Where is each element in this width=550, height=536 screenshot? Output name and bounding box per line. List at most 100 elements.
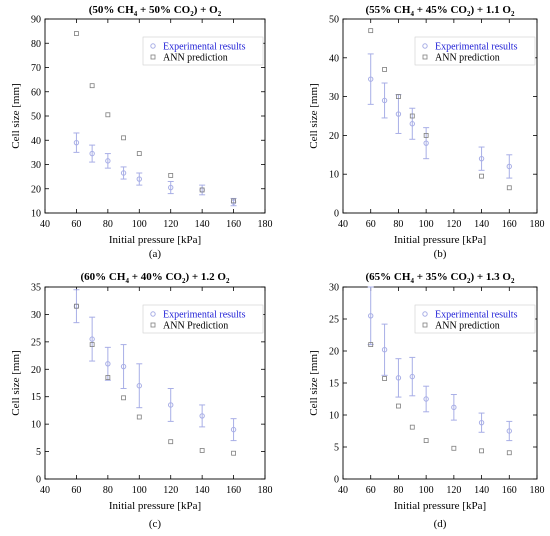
experimental-point <box>423 396 429 402</box>
ann-prediction-point <box>451 445 457 451</box>
ann-prediction-point <box>479 173 484 179</box>
y-tick-label: 10 <box>31 420 41 431</box>
y-axis-label: Cell size [mm] <box>308 350 320 415</box>
x-tick-label: 80 <box>103 219 113 230</box>
ann-prediction-point <box>199 187 205 193</box>
experimental-point <box>409 373 415 380</box>
chart-panel-a: 40 60 80 100 120 140 160 180 10 20 30 40 50 60 70 80 90 I… <box>10 4 273 260</box>
y-tick-label: 10 <box>329 411 339 422</box>
experimental-point <box>451 404 457 411</box>
chart-title-part: 2 <box>226 277 230 285</box>
x-tick-label: 160 <box>502 485 517 496</box>
chart-title-part: 2 <box>182 277 186 285</box>
x-tick-label: 80 <box>393 219 403 230</box>
ann-prediction-point <box>105 375 111 380</box>
chart-title: (60% CH4 + 40% CO2) + 1.2 O2 <box>81 271 230 285</box>
ann-prediction-point <box>506 185 512 191</box>
y-tick-label: 70 <box>31 63 41 74</box>
x-tick-label: 100 <box>132 219 147 230</box>
chart-title-part: + 45% CO <box>414 4 467 16</box>
legend-box <box>414 36 536 66</box>
experimental-point <box>409 121 415 127</box>
ann-prediction-point <box>136 151 142 156</box>
ann-prediction-point <box>479 448 484 454</box>
experimental-point <box>199 413 205 419</box>
experimental-point <box>120 363 127 370</box>
x-tick-label: 140 <box>474 485 489 496</box>
ann-prediction-point <box>136 414 142 420</box>
ann-prediction-point <box>168 173 174 178</box>
experimental-point <box>395 375 402 381</box>
legend-ann-label: ANN prediction <box>435 321 500 332</box>
y-tick-label: 10 <box>31 209 41 220</box>
chart-title-part: ) + 1.1 O <box>470 4 511 16</box>
chart-title-part: ) + 1.3 O <box>470 271 511 283</box>
x-tick-label: 180 <box>258 485 273 496</box>
experimental-point <box>506 163 512 170</box>
chart-panel-d: 40 60 80 100 120 140 160 180 0 5 10 15 20 25 30 Initial… <box>308 271 545 530</box>
y-tick-label: 5 <box>334 443 339 454</box>
y-tick-label: 40 <box>329 53 339 64</box>
legend-experimental-label: Experimental results <box>435 42 518 53</box>
y-tick-label: 20 <box>31 365 41 376</box>
experimental-point <box>73 139 80 146</box>
ann-prediction-point <box>231 198 236 204</box>
x-tick-label: 40 <box>40 485 50 496</box>
experimental-point <box>168 402 174 408</box>
legend-experimental-marker <box>422 43 428 49</box>
chart-title-part: 2 <box>467 277 471 285</box>
experimental-point <box>120 170 127 176</box>
chart-title-part: 4 <box>410 277 414 285</box>
ann-prediction-point <box>74 303 79 309</box>
ann-prediction-point <box>231 450 236 456</box>
experimental-point <box>423 140 429 146</box>
y-tick-label: 15 <box>329 379 339 390</box>
chart-panel-b: 40 60 80 100 120 140 160 180 0 10 20 30 40 50 Initial … <box>308 4 545 260</box>
y-axis-label: Cell size [mm] <box>10 350 22 415</box>
ann-prediction-point <box>409 424 415 430</box>
y-axis-label: Cell size [mm] <box>10 83 22 148</box>
chart-title-part: + 40% CO <box>129 271 182 283</box>
ann-prediction-point <box>89 342 95 348</box>
experimental-point <box>381 347 388 353</box>
legend-box <box>414 304 536 334</box>
legend-ann-label: ANN prediction <box>435 53 500 64</box>
ann-prediction-point <box>423 438 429 444</box>
ann-prediction-point <box>423 132 429 138</box>
x-tick-label: 100 <box>419 219 434 230</box>
legend-ann-marker <box>422 54 428 60</box>
x-tick-label: 180 <box>530 219 545 230</box>
chart-title-part: 4 <box>125 277 129 285</box>
chart-title-part: + 35% CO <box>414 271 467 283</box>
x-tick-label: 60 <box>366 485 376 496</box>
x-axis-label: Initial pressure [kPa] <box>394 234 486 246</box>
y-tick-label: 5 <box>36 447 41 458</box>
chart-title-part: 2 <box>190 10 194 18</box>
y-tick-label: 50 <box>31 112 41 123</box>
chart-title-part: 2 <box>467 10 471 18</box>
x-tick-label: 160 <box>226 485 241 496</box>
x-axis-label: Initial pressure [kPa] <box>394 500 486 512</box>
experimental-point <box>89 150 95 157</box>
chart-title-part: (65% CH <box>366 271 411 283</box>
x-tick-label: 60 <box>71 485 81 496</box>
ann-prediction-point <box>382 67 387 72</box>
ann-prediction-point <box>105 112 111 118</box>
x-tick-label: 60 <box>71 219 81 230</box>
experimental-point <box>89 336 95 342</box>
ann-prediction-point <box>506 450 512 456</box>
ann-prediction-point <box>89 83 95 89</box>
y-tick-label: 30 <box>329 283 339 294</box>
x-tick-label: 120 <box>163 485 178 496</box>
x-tick-label: 40 <box>338 219 348 230</box>
y-axis-label: Cell size [mm] <box>308 83 320 148</box>
ann-prediction-point <box>396 403 401 409</box>
experimental-point <box>136 383 142 389</box>
experimental-point <box>105 158 111 164</box>
experimental-point <box>381 97 388 104</box>
legend-ann-label: ANN prediction <box>163 53 228 64</box>
x-tick-label: 160 <box>226 219 241 230</box>
legend-ann-label: ANN Prediction <box>163 321 228 332</box>
ann-prediction-point <box>199 448 205 453</box>
